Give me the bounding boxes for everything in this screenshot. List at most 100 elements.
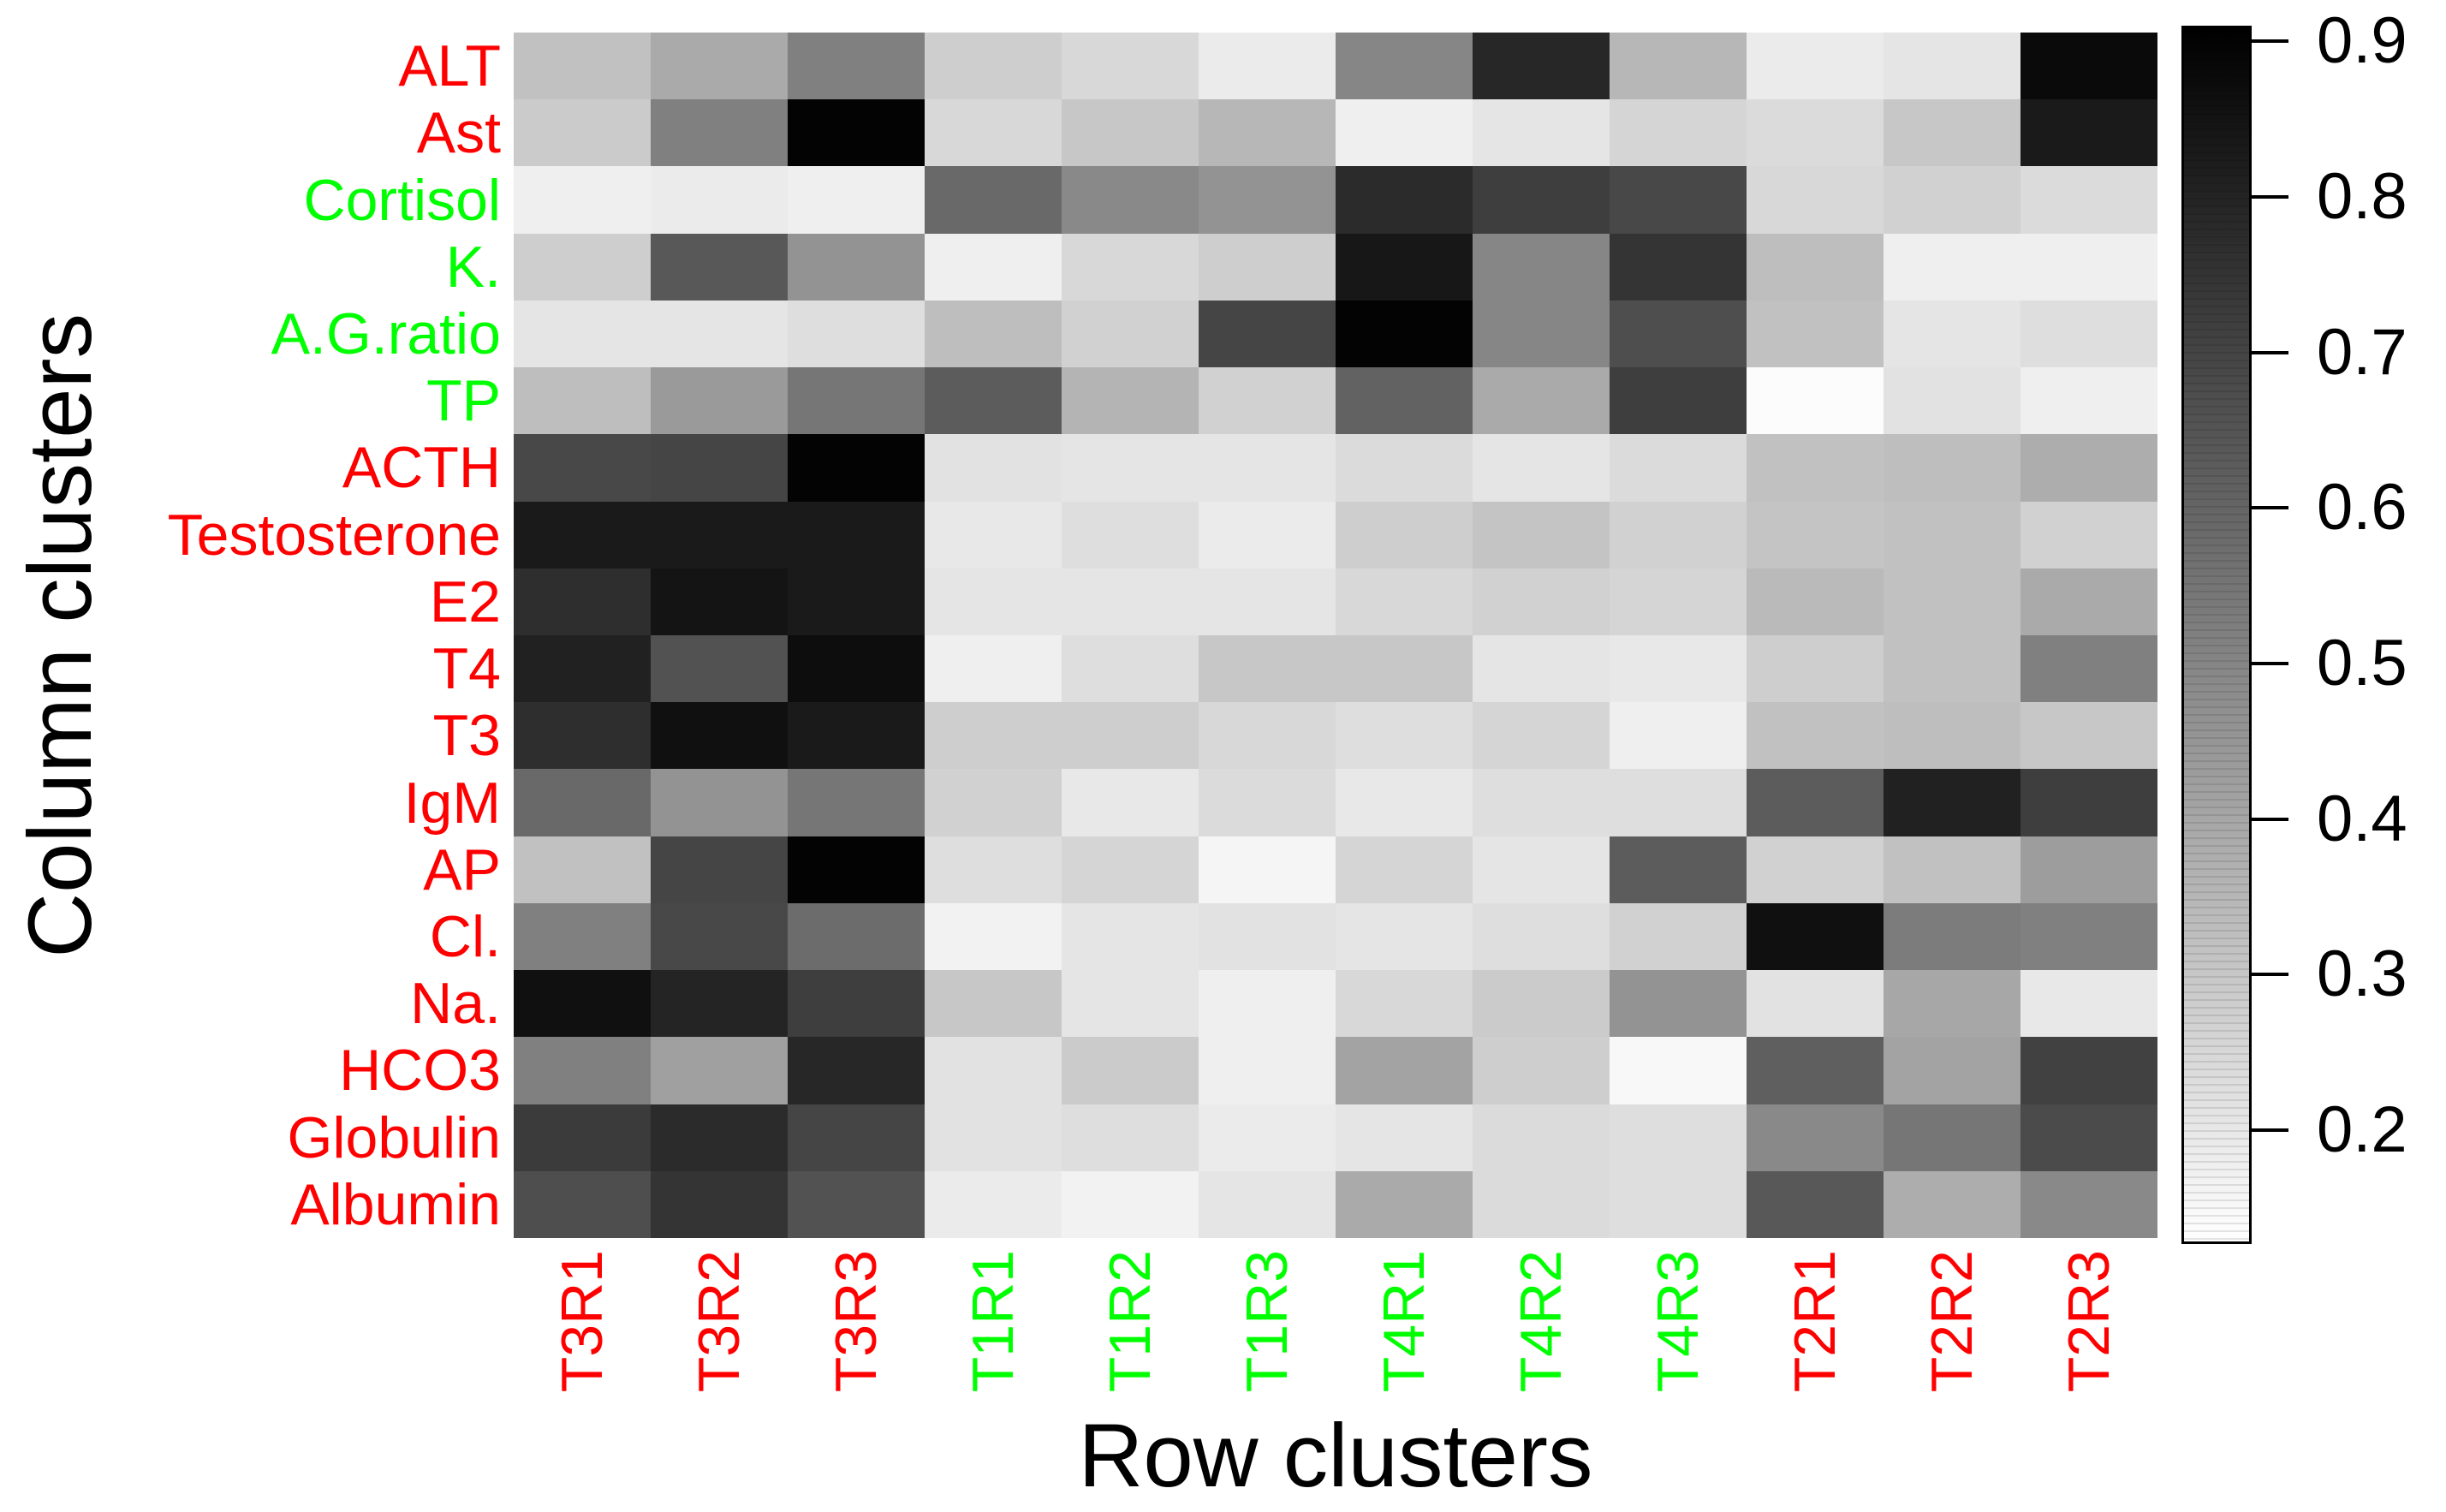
heatmap-cell xyxy=(1199,166,1336,234)
heatmap-cell xyxy=(651,1037,788,1104)
heatmap-cell xyxy=(1062,367,1199,435)
heatmap-cell xyxy=(1473,634,1610,703)
heatmap-cell xyxy=(1199,300,1336,368)
heatmap-cell xyxy=(1473,233,1610,301)
heatmap-cell xyxy=(514,166,651,234)
y-tick-label: HCO3 xyxy=(339,1038,501,1104)
heatmap-cell xyxy=(788,501,925,568)
heatmap-cell xyxy=(925,1170,1062,1238)
heatmap-cell xyxy=(925,836,1062,903)
heatmap-cell xyxy=(1199,33,1336,100)
heatmap-cell xyxy=(1062,233,1199,301)
heatmap-cell xyxy=(1336,970,1473,1038)
heatmap-cell xyxy=(514,769,651,836)
heatmap-cell xyxy=(1473,970,1610,1038)
colorbar-tick-mark xyxy=(2249,39,2288,44)
heatmap-cell xyxy=(2020,970,2157,1038)
heatmap-cell xyxy=(1062,836,1199,903)
heatmap-cell xyxy=(2020,568,2157,635)
heatmap-cell xyxy=(1747,166,1884,234)
heatmap-cell xyxy=(651,501,788,568)
heatmap-cell xyxy=(514,233,651,301)
heatmap-cell xyxy=(925,702,1062,770)
heatmap-cell xyxy=(1610,434,1747,502)
heatmap-cell xyxy=(1062,970,1199,1038)
y-tick-label: AP xyxy=(423,836,501,902)
heatmap-cell xyxy=(1747,1037,1884,1104)
x-axis-title: Row clusters xyxy=(1078,1406,1593,1506)
heatmap-cell xyxy=(1062,1170,1199,1238)
colorbar-tick-label: 0.3 xyxy=(2317,938,2407,1011)
heatmap-cell xyxy=(514,501,651,568)
x-tick-label: T3R3 xyxy=(824,1250,889,1393)
heatmap-cell xyxy=(1473,1104,1610,1171)
heatmap-cell xyxy=(788,702,925,770)
heatmap-cell xyxy=(1884,99,2020,167)
heatmap-cell xyxy=(1610,970,1747,1038)
heatmap-cell xyxy=(1199,568,1336,635)
heatmap-cell xyxy=(514,902,651,971)
heatmap-cell xyxy=(1062,99,1199,167)
heatmap-cell xyxy=(651,166,788,234)
x-tick-label: T2R1 xyxy=(1782,1250,1848,1393)
heatmap-cell xyxy=(1884,367,2020,435)
colorbar-tick-label: 0.9 xyxy=(2317,4,2407,78)
heatmap-cell xyxy=(1610,1104,1747,1171)
heatmap-cell xyxy=(1610,99,1747,167)
heatmap-cell xyxy=(651,769,788,836)
heatmap-cell xyxy=(1336,367,1473,435)
heatmap-cell xyxy=(1747,367,1884,435)
heatmap-cell xyxy=(1199,702,1336,770)
heatmap-cell xyxy=(1473,769,1610,836)
heatmap-cell xyxy=(514,702,651,770)
heatmap-cell xyxy=(1336,1104,1473,1171)
heatmap-cell xyxy=(1199,501,1336,568)
heatmap-cell xyxy=(925,434,1062,502)
heatmap-cell xyxy=(514,836,651,903)
heatmap-cell xyxy=(925,367,1062,435)
y-tick-labels: ALT Ast Cortisol K. A.G.ratio TP ACTH Testoster… xyxy=(0,33,501,1238)
heatmap-cell xyxy=(651,33,788,100)
heatmap-cell xyxy=(1884,568,2020,635)
heatmap-cell xyxy=(1062,501,1199,568)
heatmap-cell xyxy=(1062,300,1199,368)
heatmap-cell xyxy=(1062,166,1199,234)
heatmap-cell xyxy=(1610,836,1747,903)
heatmap-cell xyxy=(788,434,925,502)
heatmap-cell xyxy=(788,836,925,903)
heatmap-cell xyxy=(788,970,925,1038)
colorbar-tick-label: 0.8 xyxy=(2317,159,2407,233)
heatmap-cell xyxy=(925,568,1062,635)
heatmap-cell xyxy=(1884,902,2020,971)
heatmap-cell xyxy=(2020,836,2157,903)
heatmap-cell xyxy=(514,300,651,368)
heatmap-cell xyxy=(1473,1170,1610,1238)
heatmap-cell xyxy=(1473,434,1610,502)
heatmap-cell xyxy=(1747,99,1884,167)
heatmap-cell xyxy=(2020,769,2157,836)
x-tick-label: T1R2 xyxy=(1098,1250,1163,1393)
heatmap-cell xyxy=(925,233,1062,301)
x-tick-label: T4R3 xyxy=(1646,1250,1711,1393)
heatmap-cell xyxy=(1199,367,1336,435)
heatmap-cell xyxy=(925,501,1062,568)
heatmap-cell xyxy=(925,1104,1062,1171)
heatmap-cell xyxy=(1884,634,2020,703)
heatmap-cell xyxy=(514,1170,651,1238)
heatmap-cell xyxy=(1062,434,1199,502)
heatmap-cell xyxy=(1336,634,1473,703)
heatmap-cell xyxy=(1062,568,1199,635)
y-tick-label: Globulin xyxy=(287,1104,502,1170)
heatmap-cell xyxy=(514,634,651,703)
heatmap-cell xyxy=(1199,769,1336,836)
heatmap-cell xyxy=(1610,702,1747,770)
heatmap-cell xyxy=(925,300,1062,368)
heatmap-cell xyxy=(1473,702,1610,770)
heatmap-cell xyxy=(1610,902,1747,971)
x-tick-label: T2R2 xyxy=(1919,1250,1985,1393)
y-tick-label: ALT xyxy=(398,33,501,99)
heatmap-cell xyxy=(1062,1037,1199,1104)
heatmap-cell xyxy=(1336,166,1473,234)
heatmap-cell xyxy=(1610,1170,1747,1238)
y-tick-label: Testosterone xyxy=(167,502,501,568)
